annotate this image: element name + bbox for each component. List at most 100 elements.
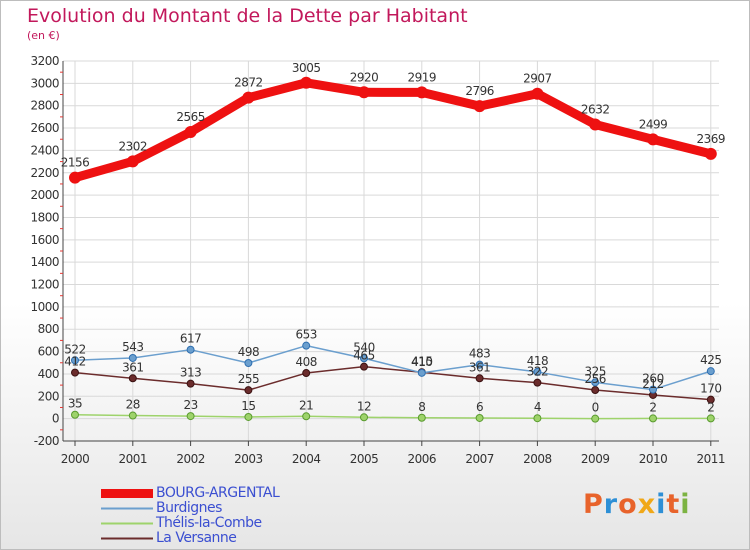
- legend-label: BOURG-ARGENTAL: [156, 485, 280, 501]
- y-tick-label: 1600: [30, 233, 59, 247]
- data-point: [533, 378, 542, 387]
- y-tick-label: 1400: [30, 255, 59, 269]
- legend: BOURG-ARGENTAL Burdignes Thélis-la-Combe…: [101, 485, 280, 546]
- data-label: 4: [534, 400, 541, 414]
- data-point: [302, 341, 311, 350]
- data-label: 408: [295, 355, 316, 369]
- data-point: [300, 76, 313, 89]
- grid: [63, 60, 719, 442]
- y-tick-label: 2000: [30, 188, 59, 202]
- data-label: 2919: [408, 70, 437, 84]
- data-point: [706, 414, 715, 423]
- data-label: 35: [68, 397, 82, 411]
- data-point: [244, 358, 253, 367]
- data-label: 2: [707, 400, 714, 414]
- data-point: [706, 367, 715, 376]
- legend-label: Thélis-la-Combe: [156, 515, 262, 531]
- logo-letter: i: [656, 489, 667, 520]
- data-point: [475, 374, 484, 383]
- data-point: [360, 413, 368, 422]
- data-point: [649, 385, 657, 394]
- x-tick-label: 2007: [465, 452, 494, 466]
- data-point: [184, 125, 197, 138]
- data-point: [242, 91, 255, 104]
- data-label: 361: [469, 360, 490, 374]
- data-point: [591, 386, 600, 395]
- y-tick-label: 800: [38, 322, 59, 336]
- data-label: 322: [527, 365, 548, 379]
- legend-label: La Versanne: [156, 530, 237, 546]
- data-point: [71, 410, 79, 419]
- x-tick-label: 2002: [176, 452, 205, 466]
- data-point: [533, 414, 542, 423]
- x-tick-label: 2010: [639, 452, 668, 466]
- logo-letter: o: [618, 489, 638, 520]
- data-point: [186, 379, 195, 388]
- y-tick-label: 2200: [30, 166, 59, 180]
- y-tick-label: 1000: [30, 300, 59, 314]
- y-tick-label: 2400: [30, 143, 59, 157]
- legend-swatch: [101, 507, 153, 510]
- data-point: [71, 356, 79, 365]
- data-label: 522: [64, 342, 85, 356]
- chart-subtitle: (en €): [27, 29, 60, 42]
- data-label: 2156: [61, 156, 90, 170]
- y-tick-label: 3200: [30, 54, 59, 68]
- legend-item-burdignes[interactable]: Burdignes: [101, 501, 279, 516]
- legend-item-thelis-la-combe[interactable]: Thélis-la-Combe: [101, 516, 279, 531]
- data-label: 255: [238, 372, 259, 386]
- data-point: [244, 412, 253, 421]
- x-tick-label: 2011: [697, 452, 726, 466]
- data-point: [69, 171, 81, 184]
- data-point: [417, 413, 426, 422]
- data-label: 653: [295, 328, 316, 342]
- x-tick-label: 2005: [350, 452, 379, 466]
- data-label: 2907: [523, 72, 552, 86]
- data-point: [302, 412, 311, 421]
- legend-item-la-versanne[interactable]: La Versanne: [101, 531, 279, 546]
- data-label: 260: [642, 372, 663, 386]
- series-line: [74, 344, 712, 391]
- axes: -200 0 200 400 600 800 1000 1200 1400 1600 1800 200…: [30, 54, 725, 466]
- y-tick-label: 200: [38, 389, 59, 403]
- data-point: [186, 412, 195, 421]
- x-tick-label: 2004: [292, 452, 321, 466]
- x-tick-label: 2008: [523, 452, 552, 466]
- x-tick-label: 2001: [119, 452, 148, 466]
- data-label: 15: [241, 399, 255, 413]
- logo-letter: P: [583, 489, 604, 520]
- data-point: [360, 362, 368, 371]
- data-point: [704, 147, 717, 160]
- legend-swatch: [101, 522, 153, 525]
- data-point: [647, 133, 659, 146]
- x-tick-label: 2000: [61, 452, 90, 466]
- data-point: [244, 386, 253, 395]
- y-tick-label: 2800: [30, 99, 59, 113]
- data-label: 3005: [292, 61, 321, 75]
- data-label: 0: [592, 401, 599, 415]
- chart-title: Evolution du Montant de la Dette par Hab…: [27, 5, 468, 27]
- data-label: 2872: [234, 76, 263, 90]
- x-tick-label: 2006: [408, 452, 437, 466]
- data-point: [591, 378, 600, 387]
- data-label: 2920: [350, 70, 379, 84]
- proxiti-logo: Proxiti: [583, 489, 691, 520]
- x-tick-label: 2009: [581, 452, 610, 466]
- data-point: [533, 367, 542, 376]
- y-tick-label: 1200: [30, 278, 59, 292]
- y-tick-label: -200: [34, 434, 59, 448]
- data-point: [358, 86, 370, 99]
- data-point: [128, 353, 137, 362]
- legend-swatch: [101, 537, 153, 540]
- legend-item-bourg-argental[interactable]: BOURG-ARGENTAL: [101, 485, 280, 501]
- x-tick-label: 2003: [234, 452, 263, 466]
- data-label: 170: [700, 382, 721, 396]
- legend-swatch: [101, 489, 153, 498]
- data-label: 6: [476, 400, 483, 414]
- data-label: 617: [180, 332, 201, 346]
- data-label: 325: [584, 364, 605, 378]
- data-point: [417, 368, 426, 377]
